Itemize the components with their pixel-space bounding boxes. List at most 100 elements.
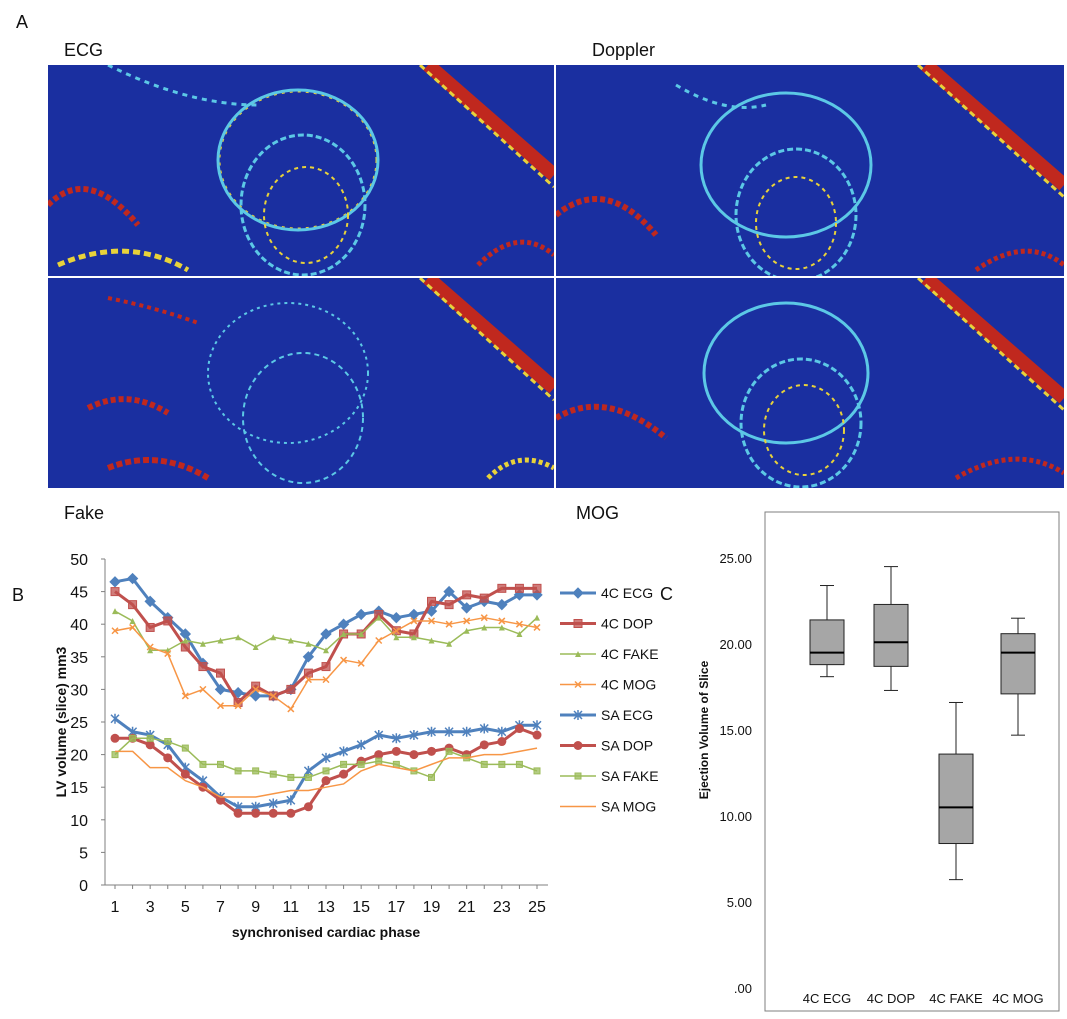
- data-point: [249, 690, 262, 702]
- data-point: [498, 617, 506, 625]
- ejection-volume-box-plot: .00 5.00 10.00 15.00 20.00 25.00 Ejection Volu…: [697, 511, 1060, 1012]
- y-tick-label: 40: [70, 617, 88, 634]
- data-point: [268, 808, 278, 818]
- data-point: [391, 746, 401, 756]
- y-tick-label: 5: [79, 845, 88, 862]
- legend-item: 4C ECG: [560, 585, 653, 601]
- x-tick-label: 7: [216, 899, 225, 916]
- data-point: [269, 770, 277, 778]
- data-point: [234, 767, 242, 775]
- data-point: [129, 734, 137, 742]
- y-tick-label: 15: [70, 780, 88, 797]
- series-line: [115, 747, 538, 798]
- data-point: [110, 733, 120, 743]
- data-point: [375, 636, 383, 645]
- data-point: [391, 733, 401, 744]
- y-tick-label: 10.00: [719, 809, 752, 824]
- data-point: [199, 640, 206, 647]
- data-point: [320, 628, 332, 640]
- iqr-box: [873, 603, 909, 667]
- data-point: [462, 590, 472, 600]
- data-point: [126, 572, 139, 585]
- category-label: 4C MOG: [992, 991, 1043, 1006]
- data-point: [463, 627, 470, 634]
- category-label: 4C DOP: [867, 991, 915, 1006]
- data-point: [198, 662, 208, 672]
- data-point: [181, 744, 189, 752]
- data-point: [110, 713, 120, 724]
- data-point: [575, 651, 581, 657]
- x-tick-label: 9: [251, 899, 260, 916]
- data-point: [144, 595, 156, 608]
- data-point: [340, 630, 347, 637]
- data-point: [497, 583, 507, 593]
- series-4c-fake: [112, 608, 540, 654]
- data-point: [427, 596, 436, 606]
- data-point: [339, 769, 349, 779]
- legend-item: SA MOG: [560, 799, 656, 815]
- data-point: [428, 773, 435, 781]
- data-point: [146, 643, 154, 651]
- data-point: [462, 726, 472, 737]
- data-point: [235, 634, 242, 641]
- y-tick-label: 30: [70, 682, 88, 699]
- data-point: [304, 773, 312, 781]
- data-point: [374, 730, 384, 741]
- data-point: [444, 726, 454, 737]
- box-4c-mog: [1000, 617, 1036, 736]
- data-point: [129, 623, 137, 631]
- series-sa-mog: [115, 747, 538, 798]
- data-point: [287, 705, 295, 713]
- doppler-heatmap-image: [556, 65, 1064, 276]
- data-point: [287, 773, 295, 781]
- ecg-heatmap-image: [48, 65, 554, 276]
- data-point: [146, 734, 154, 742]
- legend-item: SA DOP: [560, 738, 653, 754]
- data-point: [496, 598, 508, 611]
- data-point: [145, 622, 155, 632]
- data-point: [286, 808, 296, 818]
- data-point: [111, 627, 119, 635]
- data-point: [322, 767, 330, 775]
- data-point: [534, 614, 540, 621]
- data-point: [199, 760, 207, 768]
- y-tick-label: 25: [70, 715, 88, 732]
- data-point: [410, 634, 417, 641]
- series-4c-dop: [110, 583, 542, 707]
- data-point: [573, 619, 583, 628]
- data-point: [573, 710, 583, 720]
- legend-item: 4C FAKE: [560, 646, 659, 662]
- data-point: [573, 741, 583, 750]
- data-point: [533, 623, 541, 631]
- data-point: [497, 726, 507, 737]
- data-point: [323, 647, 329, 654]
- data-point: [427, 746, 436, 756]
- box-4c-dop: [873, 566, 909, 691]
- ecg-heatmap-svg: [48, 65, 554, 276]
- data-point: [111, 751, 119, 759]
- y-tick-label: 10: [70, 813, 88, 830]
- data-point: [408, 608, 420, 621]
- x-tick-label: 3: [146, 899, 155, 916]
- data-point: [216, 702, 225, 710]
- category-label: 4C FAKE: [929, 991, 983, 1006]
- data-point: [497, 737, 507, 747]
- data-point: [337, 618, 350, 630]
- data-point: [514, 724, 524, 734]
- x-tick-label: 19: [423, 899, 441, 916]
- data-point: [339, 746, 349, 757]
- data-point: [532, 583, 542, 593]
- data-point: [446, 640, 453, 647]
- data-point: [110, 587, 120, 597]
- data-point: [302, 651, 315, 663]
- data-point: [428, 637, 435, 644]
- data-point: [410, 617, 418, 625]
- data-point: [445, 747, 453, 755]
- x-axis-title: synchronised cardiac phase: [232, 924, 421, 940]
- data-point: [164, 738, 172, 746]
- data-point: [321, 662, 331, 672]
- data-point: [270, 634, 277, 641]
- data-point: [180, 769, 190, 779]
- x-tick-label: 5: [181, 899, 190, 916]
- x-tick-label: 17: [387, 899, 405, 916]
